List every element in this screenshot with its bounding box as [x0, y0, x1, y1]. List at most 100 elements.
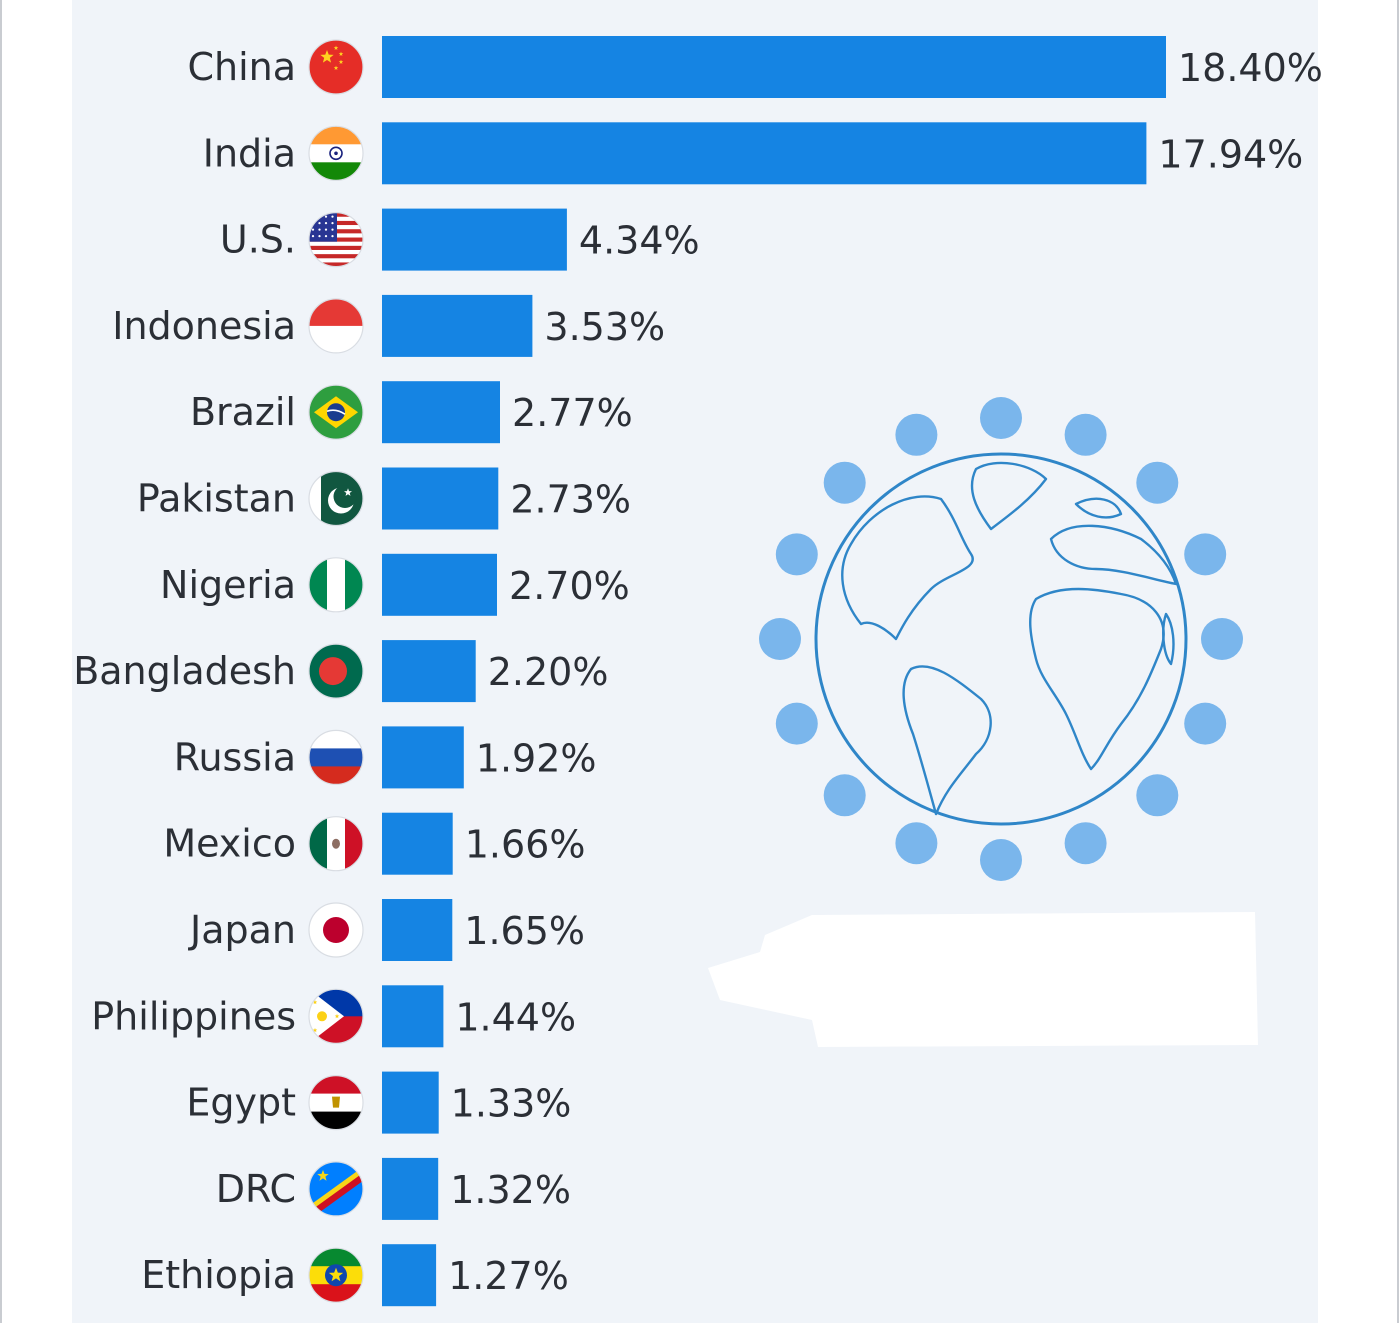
bar — [382, 726, 464, 789]
category-label: Egypt — [186, 1081, 296, 1125]
bar — [382, 1157, 439, 1220]
value-label: 1.33% — [451, 1082, 572, 1126]
globe-dot — [775, 702, 818, 745]
globe-dot — [1184, 533, 1227, 576]
globe-dot — [823, 461, 866, 504]
bar — [382, 381, 500, 444]
chart-row: DRC 1.32% — [216, 1157, 571, 1220]
category-label: Ethiopia — [141, 1253, 296, 1297]
value-label: 1.66% — [465, 823, 586, 867]
indonesia-flag-icon — [308, 298, 364, 354]
chart-row: Ethiopia 1.27% — [141, 1244, 569, 1307]
bar — [382, 1244, 437, 1307]
bar — [382, 985, 444, 1048]
value-label: 2.73% — [510, 478, 631, 522]
category-label: Brazil — [190, 390, 296, 434]
category-label: India — [203, 131, 296, 175]
globe-dot — [759, 618, 801, 660]
value-label: 4.34% — [579, 219, 700, 263]
india-flag-icon — [308, 125, 364, 181]
chart-row: India 17.94% — [203, 122, 1303, 185]
value-label: 1.92% — [476, 736, 597, 780]
bar — [382, 467, 499, 530]
category-label: Russia — [174, 735, 296, 779]
left-border — [0, 0, 2, 1323]
mexico-flag-icon — [308, 816, 364, 872]
globe-dot — [1201, 618, 1243, 660]
category-label: U.S. — [220, 218, 296, 262]
bangladesh-flag-icon — [308, 643, 364, 699]
globe-dot — [823, 774, 866, 817]
bar — [382, 208, 567, 271]
chart-panel — [72, 0, 1318, 1323]
chart-row: Philippines 1.44% — [91, 985, 576, 1048]
globe-dot — [1184, 702, 1227, 745]
globe-dot — [895, 822, 938, 865]
blank-area — [708, 912, 1258, 1047]
value-label: 17.94% — [1158, 132, 1303, 176]
japan-flag-icon — [308, 902, 364, 958]
value-label: 18.40% — [1178, 46, 1323, 90]
globe-icon — [759, 397, 1243, 881]
pakistan-flag-icon — [308, 470, 364, 527]
us-flag-icon — [308, 212, 364, 268]
chart-row: Egypt 1.33% — [186, 1071, 572, 1134]
globe-dot — [1064, 413, 1107, 456]
globe-dot — [980, 839, 1022, 881]
philippines-flag-icon — [308, 988, 364, 1044]
category-label: Bangladesh — [73, 649, 296, 693]
egypt-flag-icon — [308, 1074, 364, 1131]
value-label: 2.70% — [509, 564, 630, 608]
chart-row: U.S. 4.34% — [220, 208, 700, 271]
drc-flag-icon — [308, 1161, 364, 1217]
chart-row: Brazil 2.77% — [190, 381, 633, 444]
globe-dot — [980, 397, 1022, 439]
globe-outline — [814, 452, 1188, 826]
globe-dot — [775, 533, 818, 576]
bar — [382, 294, 533, 357]
bars-group: China 18.40% India 17.94% U.S. 4.34% Indonesia… — [73, 36, 1323, 1307]
chart-row: Nigeria 2.70% — [160, 553, 630, 616]
chart-row: Bangladesh 2.20% — [73, 640, 609, 703]
bar — [382, 553, 497, 616]
bar — [382, 122, 1147, 185]
globe-dot — [1136, 461, 1179, 504]
chart-row: Russia 1.92% — [174, 726, 597, 789]
right-border — [1397, 0, 1399, 1323]
value-label: 1.65% — [464, 909, 585, 953]
value-label: 1.32% — [450, 1168, 571, 1212]
value-label: 1.27% — [448, 1254, 569, 1298]
nigeria-flag-icon — [308, 557, 364, 613]
brazil-flag-icon — [308, 384, 364, 440]
category-label: DRC — [216, 1167, 296, 1211]
china-flag-icon — [308, 39, 364, 95]
globe-continents — [841, 461, 1178, 816]
category-label: Mexico — [163, 822, 296, 866]
chart-row: Pakistan 2.73% — [137, 467, 631, 530]
chart-row: Japan 1.65% — [188, 899, 585, 961]
value-label: 3.53% — [544, 305, 665, 349]
category-label: Indonesia — [112, 304, 296, 348]
category-label: Philippines — [91, 994, 296, 1038]
bar — [382, 36, 1166, 98]
chart-row: Mexico 1.66% — [163, 812, 586, 875]
chart-row: China 18.40% — [187, 36, 1323, 98]
bar — [382, 812, 453, 875]
globe-dot — [895, 413, 938, 456]
chart-row: Indonesia 3.53% — [112, 294, 665, 357]
value-label: 2.77% — [512, 391, 633, 435]
russia-flag-icon — [308, 729, 364, 786]
ethiopia-flag-icon — [308, 1247, 364, 1303]
category-label: Nigeria — [160, 563, 296, 607]
category-label: Japan — [188, 908, 296, 952]
bar — [382, 1071, 439, 1134]
category-label: Pakistan — [137, 477, 296, 521]
bar — [382, 899, 453, 961]
category-label: China — [187, 45, 296, 89]
globe-dot — [1136, 774, 1179, 817]
value-label: 2.20% — [488, 650, 609, 694]
globe-dot — [1064, 822, 1107, 865]
value-label: 1.44% — [455, 995, 576, 1039]
bar — [382, 640, 476, 703]
